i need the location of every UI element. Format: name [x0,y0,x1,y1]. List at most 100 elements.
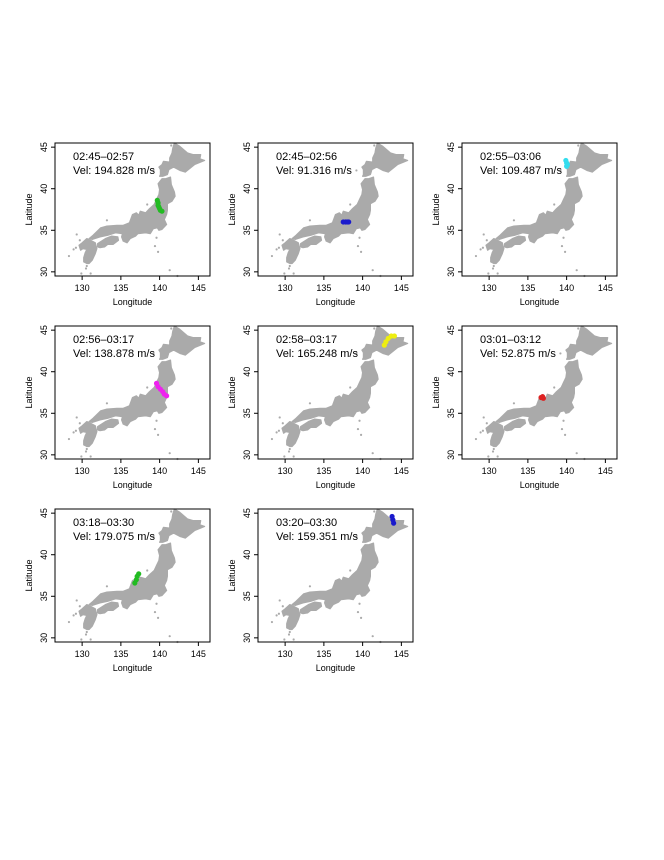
x-tick-label: 145 [394,466,409,476]
islet-dot [275,614,278,617]
y-tick-label: 35 [242,225,252,235]
islet-dot [356,427,360,431]
islet-dot [78,422,81,425]
islet-dot [349,203,352,206]
panel-velocity: Vel: 194.828 m/s [73,165,155,177]
islet-dot [80,272,83,275]
islet-dot [292,455,295,458]
map-panel-6: 03:01–03:12 Vel: 52.875 m/s 130 135 140 145 30… [431,325,618,490]
y-tick-label: 30 [242,450,252,460]
y-axis-label: Latitude [431,193,441,225]
islet-dot [479,431,482,434]
map-panel-7: 03:18–03:30 Vel: 179.075 m/s 130 135 140 145 3… [24,508,211,673]
islet-dot [359,616,363,619]
x-axis-label: Longitude [520,297,560,307]
japan-basemap [270,142,409,278]
islet-dot [281,239,284,242]
islet-dot [277,246,281,249]
islet-dot [308,219,312,222]
y-tick-label: 30 [242,633,252,643]
panel-time-range: 02:45–02:57 [73,151,134,163]
islet-dot [85,630,88,634]
islet-dot [496,272,499,275]
islet-dot [275,248,278,251]
islet-dot [491,267,495,270]
islet-dot [105,585,109,588]
x-tick-label: 130 [75,466,90,476]
land-shape [96,418,120,432]
land-shape [485,421,505,448]
land-shape [96,235,120,249]
land-shape [281,238,301,265]
land-shape [504,235,527,249]
x-axis-label: Longitude [113,480,153,490]
islet-dot [481,246,485,249]
islet-dot [487,455,490,458]
islet-dot [270,437,274,441]
islet-dot [84,633,88,636]
islet-dot [355,352,358,355]
islet-dot [496,455,499,458]
y-tick-label: 45 [242,142,252,152]
islet-dot [74,246,78,249]
islet-dot [288,630,291,634]
islet-dot [560,427,564,431]
map-panel-3: 02:55–03:06 Vel: 109.487 m/s 130 135 140 145 3… [431,142,618,307]
y-axis-label: Latitude [227,376,237,408]
land-shape [158,508,206,543]
islet-dot [152,169,155,172]
panel-velocity: Vel: 91.316 m/s [276,165,352,177]
islet-dot [288,447,291,451]
islet-dot [270,620,274,624]
y-tick-label: 35 [446,225,456,235]
x-tick-label: 145 [598,466,613,476]
land-shape [495,359,583,427]
islet-dot [168,269,171,272]
x-tick-label: 140 [355,466,370,476]
y-axis-label: Latitude [431,376,441,408]
islet-dot [292,272,295,275]
land-shape [565,325,613,360]
plot-frame [54,142,211,277]
islet-dot [146,569,149,572]
land-shape [281,421,301,448]
x-axis-label: Longitude [316,663,356,673]
y-tick-label: 40 [242,184,252,194]
land-shape [88,359,176,427]
x-tick-label: 135 [113,466,128,476]
y-tick-label: 40 [39,184,49,194]
islet-dot [67,620,71,624]
japan-basemap [270,325,409,461]
land-shape [485,238,505,265]
x-tick-label: 145 [598,283,613,293]
land-shape [78,421,98,448]
x-tick-label: 130 [482,466,497,476]
islet-dot [308,402,312,405]
panel-velocity: Vel: 52.875 m/s [480,348,556,360]
y-tick-label: 30 [242,267,252,277]
islet-dot [155,419,158,422]
islet-dot [562,419,565,422]
islet-dot [355,535,358,538]
rupture-point [391,333,397,339]
y-tick-label: 35 [242,408,252,418]
rupture-point [136,571,142,577]
islet-dot [72,248,75,251]
rupture-point [540,395,546,401]
islet-dot [485,422,488,425]
plot-frame [54,325,211,460]
islet-dot [72,614,75,617]
y-axis-label: Latitude [227,559,237,591]
y-axis-label: Latitude [24,559,34,591]
islet-dot [85,264,88,268]
plot-frame [461,142,618,277]
panel-velocity: Vel: 179.075 m/s [73,531,155,543]
islet-dot [170,510,173,513]
islet-dot [278,416,281,419]
islet-dot [553,203,556,206]
x-tick-label: 140 [355,283,370,293]
land-shape [300,601,323,615]
islet-dot [84,267,88,270]
islet-dot [74,612,78,615]
islet-dot [287,633,291,636]
